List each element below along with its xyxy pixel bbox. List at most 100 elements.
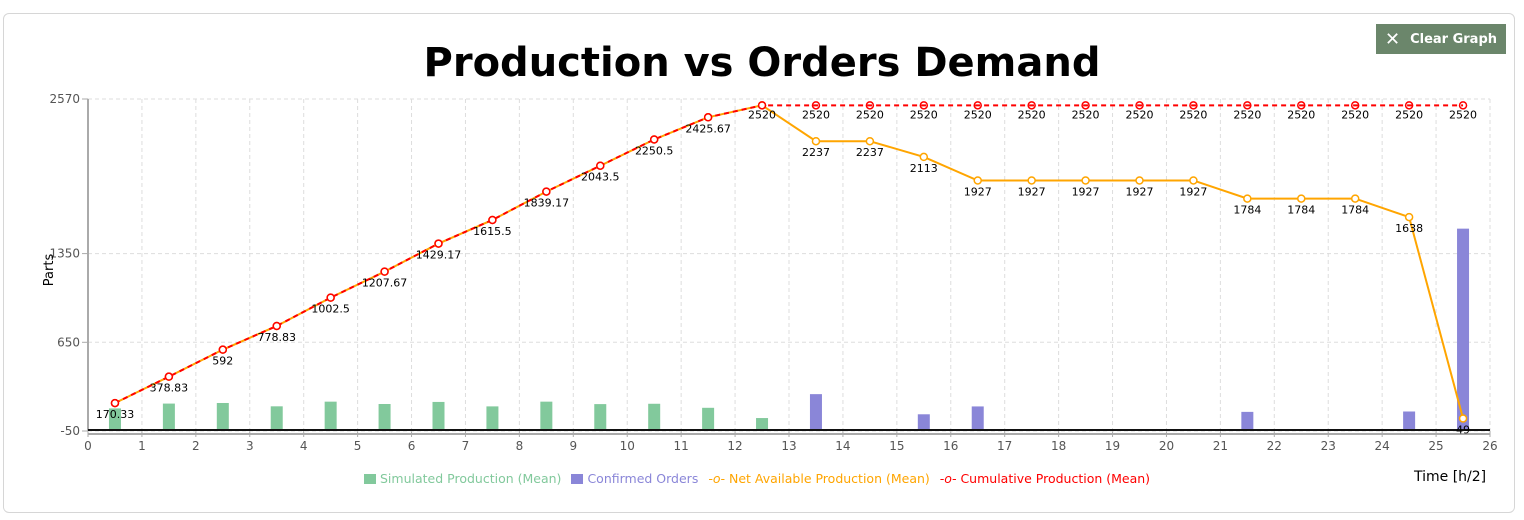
cumulative-point (1458, 101, 1468, 110)
net-point (1243, 194, 1252, 203)
x-tick-label: 18 (1051, 439, 1066, 453)
cumulative-point (757, 101, 767, 110)
data-label: 1784 (1341, 204, 1369, 217)
bar (971, 406, 984, 430)
data-label: 592 (212, 355, 233, 368)
data-label: 2425.67 (685, 122, 731, 135)
cumulative-point (1243, 101, 1252, 110)
x-tick-label: 9 (569, 439, 577, 453)
data-label: 778.83 (257, 331, 296, 344)
x-tick-label: 0 (84, 439, 92, 453)
x-tick-label: 2 (192, 439, 200, 453)
cumulative-point (649, 135, 659, 144)
data-label: 1784 (1233, 204, 1261, 217)
data-label: 1429.17 (416, 249, 462, 262)
net-point (973, 176, 982, 185)
bar (756, 418, 769, 430)
x-tick-label: 20 (1159, 439, 1174, 453)
data-label: 378.83 (150, 382, 189, 395)
data-label: 2520 (802, 108, 830, 121)
data-label: 1615.5 (473, 225, 512, 238)
cumulative-point (380, 267, 389, 276)
clear-graph-label: Clear Graph (1410, 31, 1498, 47)
net-point (1135, 176, 1144, 185)
cumulative-point (488, 215, 497, 225)
bar (1457, 228, 1470, 430)
cumulative-point (1404, 101, 1414, 110)
x-tick-label: 7 (462, 439, 470, 453)
cumulative-point (865, 101, 875, 110)
x-tick-label: 12 (727, 439, 742, 453)
clear-graph-button[interactable]: ✕ Clear Graph (1376, 24, 1506, 54)
data-label: 2520 (748, 108, 776, 121)
data-label: 2520 (1449, 108, 1477, 121)
cumulative-point (164, 372, 174, 381)
bar (594, 404, 607, 430)
net-point (919, 152, 929, 162)
cumulative-point (919, 101, 929, 110)
x-tick-label: 13 (781, 439, 796, 453)
cumulative-point (326, 293, 335, 302)
data-label: 1839.17 (524, 197, 570, 210)
net-point (1027, 176, 1036, 185)
data-label: 1927 (964, 185, 992, 198)
x-tick-label: 23 (1321, 439, 1336, 453)
data-label: 2250.5 (635, 144, 674, 157)
cumulative-point (1027, 101, 1036, 110)
legend-item[interactable]: -o- Net Available Production (Mean) (708, 471, 930, 486)
x-tick-label: 8 (516, 439, 524, 453)
y-tick-label: 2570 (49, 92, 80, 106)
net-point (1189, 176, 1198, 185)
bar (162, 403, 175, 430)
x-tick-label: 3 (246, 439, 254, 453)
bar (1241, 411, 1254, 430)
data-label: 2043.5 (581, 171, 620, 184)
cumulative-point (542, 187, 551, 196)
cumulative-point (596, 161, 605, 170)
cumulative-point (1297, 101, 1306, 110)
data-label: 1002.5 (311, 303, 350, 316)
legend-item[interactable]: Confirmed Orders (571, 471, 698, 486)
data-label: 2520 (910, 108, 938, 121)
legend-item[interactable]: -o- Cumulative Production (Mean) (939, 471, 1151, 486)
legend-item[interactable]: Simulated Production (Mean) (364, 471, 561, 486)
data-label: 1927 (1179, 185, 1207, 198)
bar (108, 408, 121, 430)
cumulative-point (1081, 101, 1090, 110)
data-label: 49 (1456, 423, 1470, 436)
legend-swatch (364, 473, 376, 484)
bar (809, 394, 822, 430)
cumulative-point (973, 101, 982, 110)
cumulative-point (1135, 101, 1144, 110)
legend-swatch (571, 473, 584, 484)
y-tick-label: 650 (57, 335, 80, 349)
x-tick-label: 21 (1213, 439, 1228, 453)
x-tick-label: 16 (943, 439, 958, 453)
y-tick-label: -50 (60, 424, 80, 438)
cumulative-point (1189, 101, 1198, 110)
net-point (865, 136, 875, 146)
bar (324, 401, 337, 430)
data-label: 1927 (1018, 185, 1046, 198)
x-tick-label: 26 (1482, 439, 1497, 453)
close-icon: ✕ (1384, 28, 1401, 50)
x-axis-label: Time [h/2] (1414, 469, 1487, 485)
x-tick-label: 5 (354, 439, 362, 453)
net-available-line (114, 104, 1465, 419)
net-point (1081, 176, 1090, 185)
data-label: 2520 (964, 108, 992, 121)
y-axis-label: Parts (42, 254, 57, 287)
bar (702, 407, 715, 430)
net-point (1458, 414, 1468, 423)
bar (540, 401, 553, 430)
cumulative-point (1350, 101, 1360, 110)
bar (1403, 411, 1416, 430)
x-tick-label: 19 (1105, 439, 1120, 453)
x-tick-label: 17 (997, 439, 1012, 453)
cumulative-point (703, 113, 713, 122)
bar (216, 402, 229, 430)
data-label: 2520 (1287, 108, 1315, 121)
net-point (1297, 194, 1306, 203)
data-label: 2520 (1179, 108, 1207, 121)
cumulative-point (218, 345, 228, 354)
